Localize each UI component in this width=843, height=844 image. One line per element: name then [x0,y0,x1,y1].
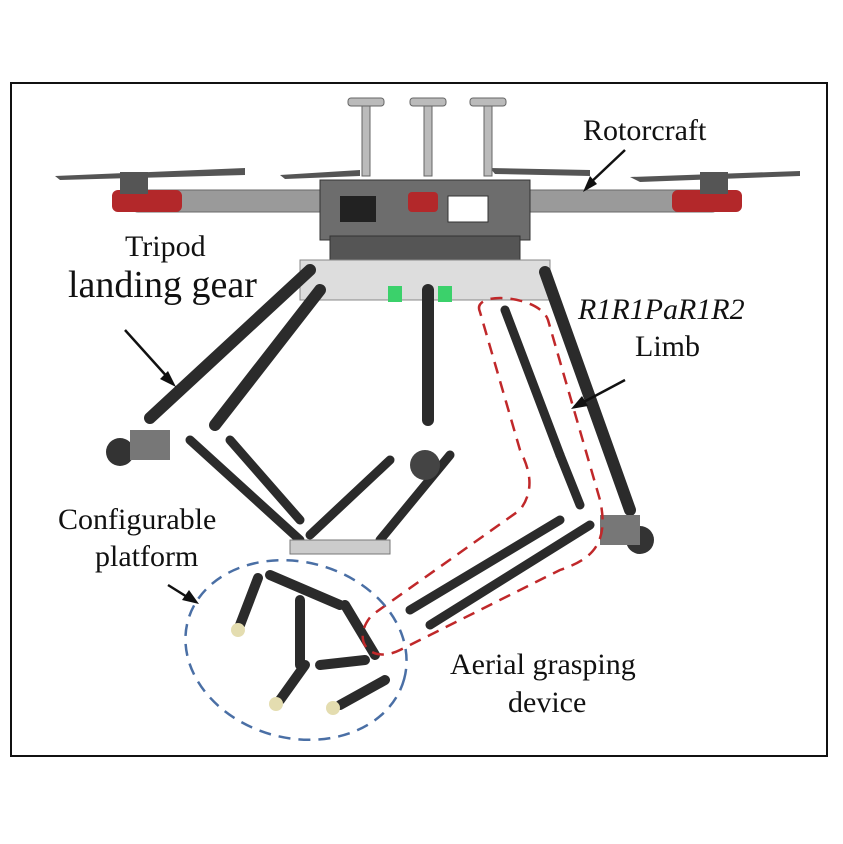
device-label: device [508,686,587,719]
limb-formula-label: R1R1PaR1R2 [578,293,745,326]
platform-dashed-outline [184,558,408,742]
callout-arrows [124,149,626,604]
configurable-label: Configurable [58,503,217,536]
grasping-limbs [185,305,595,630]
platform-label: platform [95,540,199,573]
landing-gear [144,264,636,516]
platform-fingers [235,570,390,710]
landing-wheels [106,430,654,554]
rotorcraft-label: Rotorcraft [583,114,707,147]
limb-label: Limb [635,330,700,363]
tripod-label: Tripod [125,230,206,263]
rotor-arms [112,172,742,213]
central-body [299,179,551,302]
finger-tips [231,623,340,715]
top-antennas [347,97,507,177]
limb-dashed-outline [361,296,604,656]
aerial-grasping-label: Aerial grasping [450,648,636,681]
center-hub [289,450,440,555]
landing-gear-label: landing gear [68,264,257,306]
